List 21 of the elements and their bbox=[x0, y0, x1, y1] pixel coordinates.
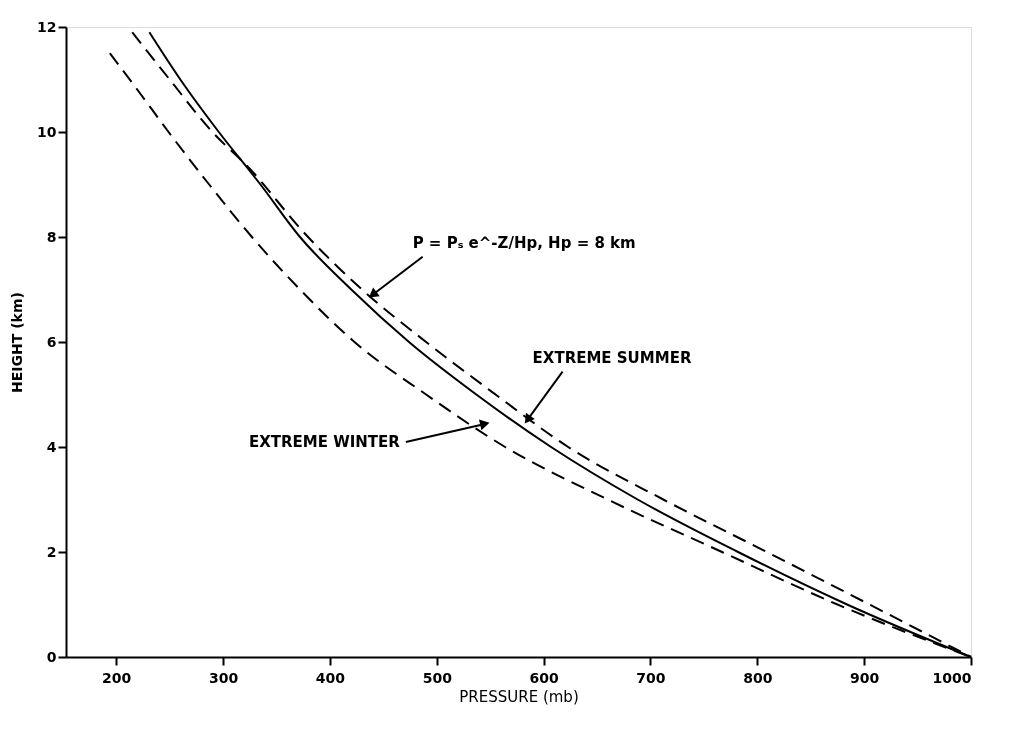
y-tick-label: 4 bbox=[46, 438, 57, 455]
y-axis-title: HEIGHT (km) bbox=[9, 292, 26, 393]
y-tick-label: 2 bbox=[46, 543, 57, 560]
x-tick-label: 900 bbox=[850, 669, 880, 686]
x-tick-label: 500 bbox=[422, 669, 453, 686]
x-tick-label: 600 bbox=[529, 669, 559, 686]
y-tick-label: 6 bbox=[46, 333, 57, 350]
x-tick-label: 1000 bbox=[932, 669, 972, 686]
x-tick-label: 200 bbox=[102, 669, 132, 686]
x-tick-label: 700 bbox=[636, 669, 666, 686]
y-tick-label: 10 bbox=[37, 123, 57, 140]
x-axis-title: PRESSURE (mb) bbox=[459, 687, 579, 706]
y-tick-label: 0 bbox=[46, 648, 57, 665]
x-tick-label: 400 bbox=[315, 669, 346, 686]
annotation: EXTREME SUMMER bbox=[532, 348, 692, 367]
annotation: P = Pₛ e^-Z/Hp, Hp = 8 km bbox=[412, 233, 636, 252]
y-tick-label: 8 bbox=[46, 228, 57, 245]
x-tick-label: 300 bbox=[208, 669, 239, 686]
annotation: EXTREME WINTER bbox=[248, 432, 401, 451]
y-tick-label: 12 bbox=[37, 18, 57, 35]
x-tick-label: 800 bbox=[743, 669, 773, 686]
